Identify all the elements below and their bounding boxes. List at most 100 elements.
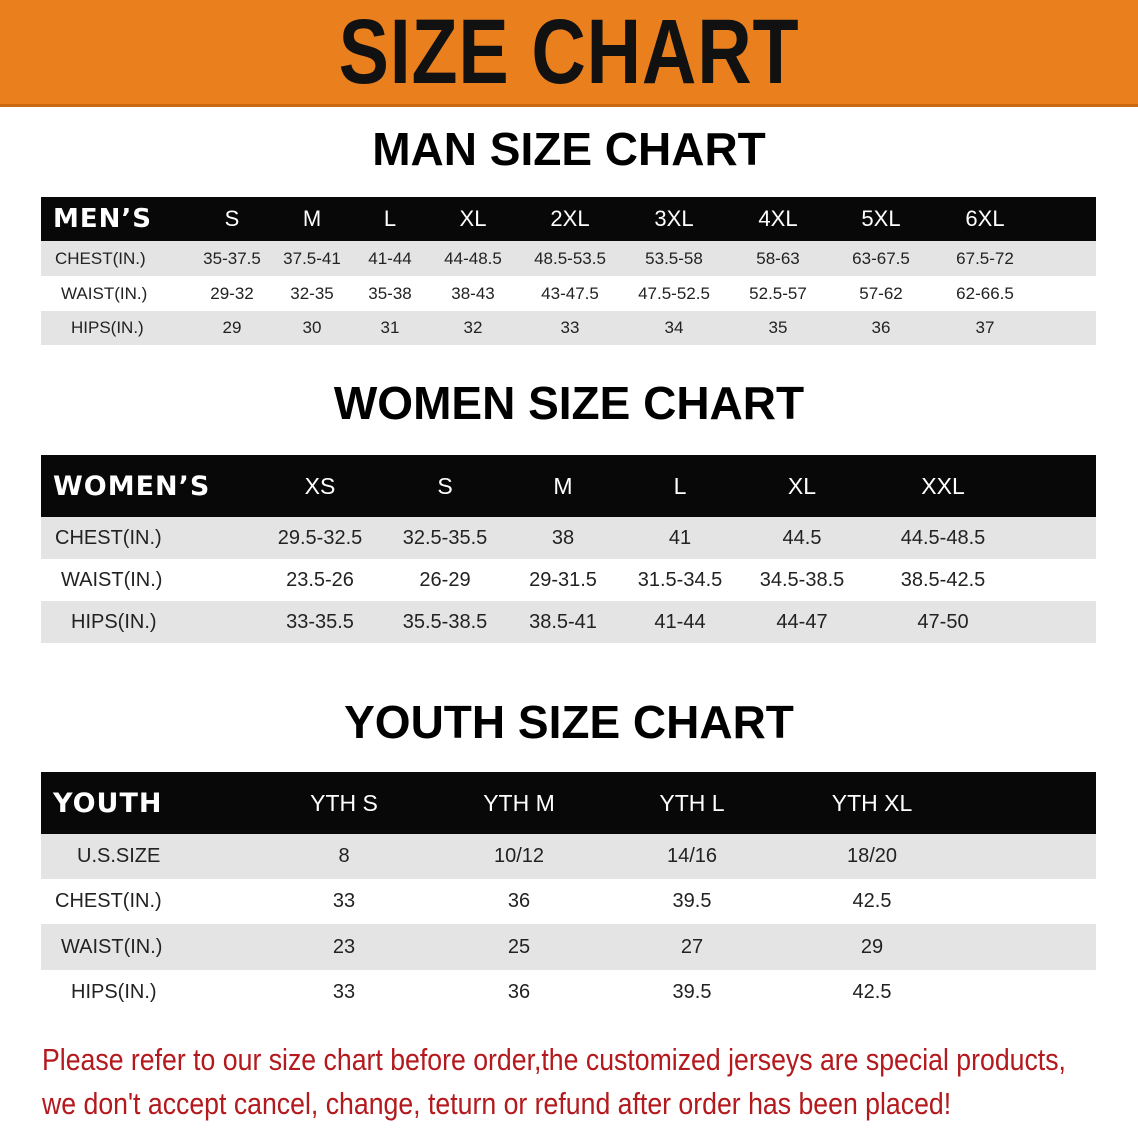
table-cell: 27 [680,935,704,958]
size-column-header: YTH L [659,789,725,816]
table-cell: 44.5 [782,526,822,549]
table-cell: 36 [507,890,531,912]
table-cell: 42.5 [852,981,892,1003]
size-column-header: S [224,206,240,231]
table-cell: 33 [332,981,356,1003]
table-cell: 53.5-58 [645,248,703,268]
women-size-table: WOMEN’S XS S M L XL XXL CHEST(IN.) 29.5-32.5 32.5… [41,455,1096,643]
size-column-header: 3XL [654,206,694,231]
table-row: HIPS(IN.) 29 30 31 32 33 34 35 36 37 [41,311,1096,345]
size-column-header: 6XL [965,206,1005,231]
table-cell: 44-48.5 [444,248,502,268]
table-cell: 58-63 [756,248,800,268]
row-label: CHEST(IN.) [55,526,162,549]
table-row: HIPS(IN.) 33-35.5 35.5-38.5 38.5-41 41-44 44-… [41,601,1096,643]
table-cell: 35 [768,318,788,337]
row-label: HIPS(IN.) [71,610,157,633]
table-cell: 63-67.5 [852,248,910,268]
size-column-header: 4XL [758,206,798,231]
table-cell: 35-38 [368,283,412,303]
table-cell: 37 [975,318,995,337]
men-size-table: MEN’S S M L XL 2XL 3XL 4XL 5XL 6XL CHEST(IN.) 35-37… [41,197,1096,345]
table-cell: 44-47 [776,610,828,633]
size-column-header: XL [459,206,487,231]
size-chart-banner: SIZE CHART [0,0,1138,107]
table-cell: 36 [507,981,531,1003]
youth-section-title: YOUTH SIZE CHART [344,696,794,748]
table-row: CHEST(IN.) 33 36 39.5 42.5 [41,879,1096,924]
table-cell: 29.5-32.5 [277,526,363,549]
table-cell: 29 [860,935,884,958]
table-cell: 23 [332,935,356,958]
table-row: WAIST(IN.) 23 25 27 29 [41,924,1096,970]
row-label: WAIST(IN.) [61,568,163,591]
table-cell: 32 [463,318,483,337]
size-column-header: S [437,472,453,499]
notice-line-2: we don't accept cancel, change, teturn o… [42,1086,952,1121]
row-label: HIPS(IN.) [71,981,157,1003]
size-column-header: YTH XL [831,789,913,816]
table-cell: 34.5-38.5 [759,568,845,591]
table-cell: 41 [668,526,692,549]
table-cell: 47.5-52.5 [638,283,710,303]
table-cell: 25 [507,935,531,958]
table-cell: 36 [871,318,891,337]
table-cell: 38 [551,526,575,549]
table-header-row: YOUTH YTH S YTH M YTH L YTH XL [41,772,1096,834]
size-column-header: XS [304,472,336,499]
youth-size-table: YOUTH YTH S YTH M YTH L YTH XL U.S.SIZE 8 10/12… [41,772,1096,1015]
size-column-header: YTH S [310,789,378,816]
table-cell: 41-44 [368,248,412,268]
row-label: HIPS(IN.) [71,318,144,337]
table-cell: 35-37.5 [203,248,261,268]
row-label: CHEST(IN.) [55,890,162,912]
table-title-cell: MEN’S [53,204,152,234]
row-label: CHEST(IN.) [55,248,146,268]
table-cell: 39.5 [672,981,712,1003]
table-cell: 35.5-38.5 [402,610,488,633]
table-cell: 41-44 [654,610,706,633]
size-column-header: L [383,206,397,231]
order-notice: Please refer to our size chart before or… [42,1038,1066,1126]
notice-line-1: Please refer to our size chart before or… [42,1042,1066,1077]
table-cell: 38.5-41 [529,610,597,633]
table-cell: 32-35 [290,283,334,303]
table-cell: 29 [222,318,242,337]
table-header-row: MEN’S S M L XL 2XL 3XL 4XL 5XL 6XL [41,197,1096,241]
table-cell: 10/12 [493,845,545,867]
size-column-header: YTH M [483,789,555,816]
table-cell: 33-35.5 [286,610,354,633]
table-cell: 37.5-41 [283,248,341,268]
table-cell: 31 [380,318,400,337]
table-header-row: WOMEN’S XS S M L XL XXL [41,455,1096,517]
table-cell: 42.5 [852,890,892,912]
table-cell: 29-31.5 [529,568,597,591]
table-row: CHEST(IN.) 35-37.5 37.5-41 41-44 44-48.5 48.5… [41,241,1096,276]
table-cell: 32.5-35.5 [402,526,488,549]
size-column-header: XXL [921,472,965,499]
row-label: U.S.SIZE [77,845,161,867]
table-row: HIPS(IN.) 33 36 39.5 42.5 [41,970,1096,1015]
banner-title: SIZE CHART [338,1,800,103]
size-column-header: L [673,472,687,499]
table-cell: 14/16 [666,845,718,867]
size-column-header: XL [787,472,817,499]
row-label: WAIST(IN.) [61,935,163,958]
table-row: WAIST(IN.) 29-32 32-35 35-38 38-43 43-47.5 47.… [41,276,1096,311]
table-cell: 39.5 [672,890,712,912]
men-section-title: MAN SIZE CHART [372,123,766,175]
size-column-header: M [553,472,573,499]
table-cell: 8 [338,845,350,867]
table-cell: 23.5-26 [286,568,354,591]
size-column-header: 5XL [861,206,901,231]
women-section-title: WOMEN SIZE CHART [333,377,805,429]
size-column-header: 2XL [550,206,590,231]
table-cell: 52.5-57 [749,283,807,303]
table-cell: 44.5-48.5 [900,526,986,549]
table-cell: 43-47.5 [541,283,599,303]
table-cell: 38.5-42.5 [900,568,986,591]
table-cell: 33 [560,318,580,337]
table-cell: 30 [302,318,322,337]
table-cell: 57-62 [859,283,903,303]
size-column-header: M [302,206,322,231]
